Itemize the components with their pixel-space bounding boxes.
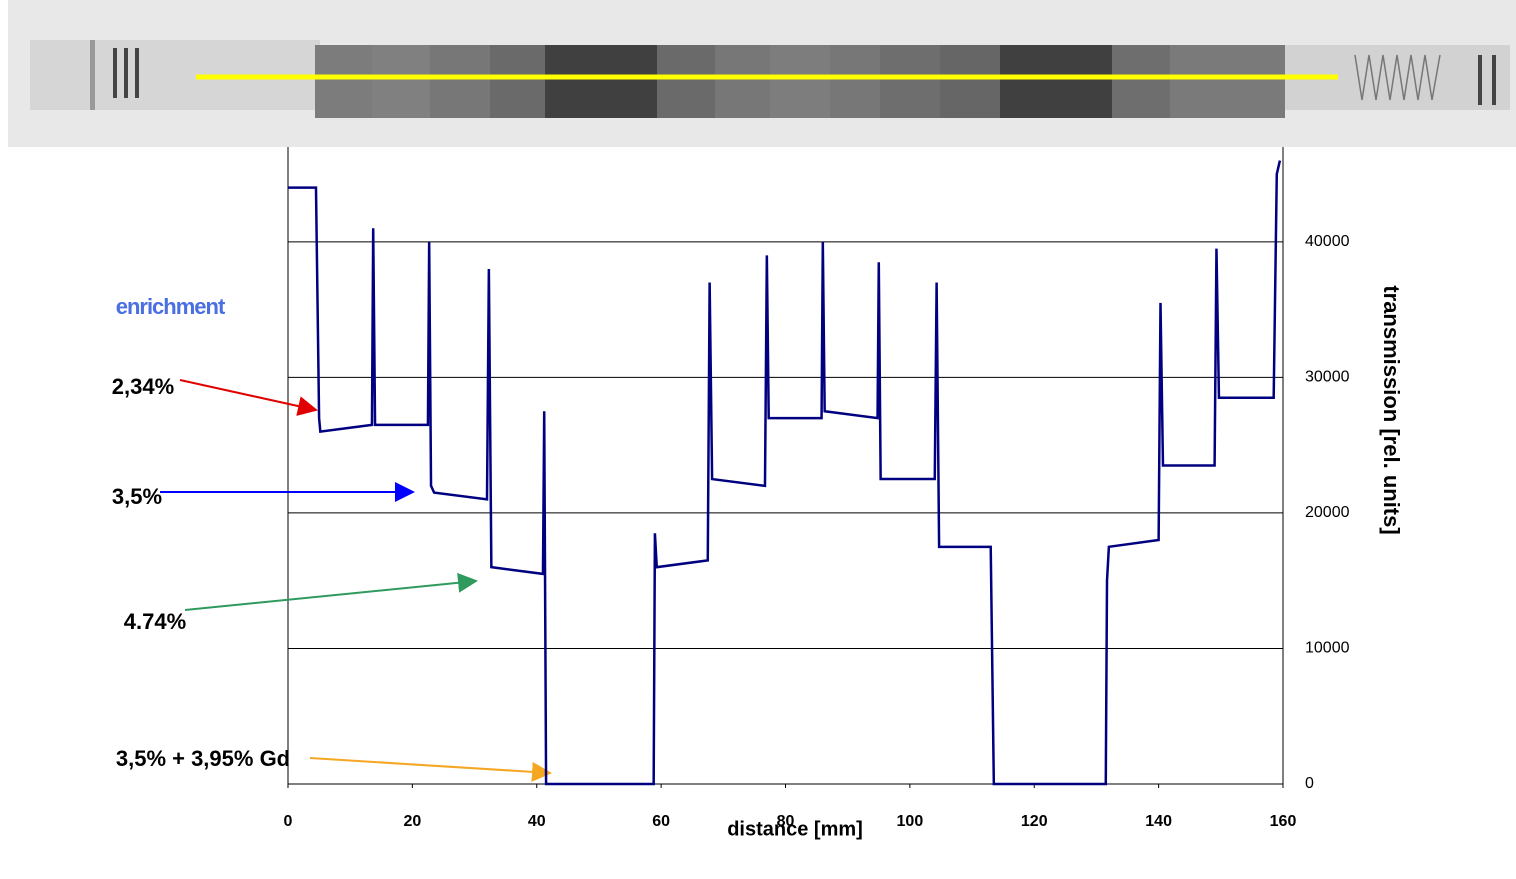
arrow xyxy=(184,572,478,611)
y-tick-label: 10000 xyxy=(1305,640,1350,657)
x-tick-label: 20 xyxy=(403,813,421,830)
annotation: 3,5% + 3,95% Gd xyxy=(116,746,290,771)
arrow xyxy=(179,379,318,416)
x-tick-label: 60 xyxy=(652,813,670,830)
x-tick-label: 140 xyxy=(1145,813,1172,830)
arrow xyxy=(309,757,552,782)
annotation: 2,34% xyxy=(112,374,174,399)
x-axis-title: distance [mm] xyxy=(727,818,863,840)
x-tick-label: 160 xyxy=(1270,813,1297,830)
y-tick-label: 0 xyxy=(1305,775,1314,792)
y-axis-title: transmission [rel. units] xyxy=(1379,285,1404,534)
x-tick-label: 80 xyxy=(777,813,795,830)
data-line xyxy=(288,160,1282,786)
x-tick-label: 0 xyxy=(284,813,293,830)
y-tick-label: 30000 xyxy=(1305,369,1350,386)
y-tick-label: 40000 xyxy=(1305,233,1350,250)
xray-image xyxy=(8,0,1516,147)
annotation: 3,5% xyxy=(112,484,162,509)
y-tick-label: 20000 xyxy=(1305,504,1350,521)
x-tick-label: 40 xyxy=(528,813,546,830)
x-tick-label: 100 xyxy=(897,813,924,830)
annotation: enrichment xyxy=(116,294,226,319)
annotation: 4.74% xyxy=(124,609,186,634)
x-tick-label: 120 xyxy=(1021,813,1048,830)
